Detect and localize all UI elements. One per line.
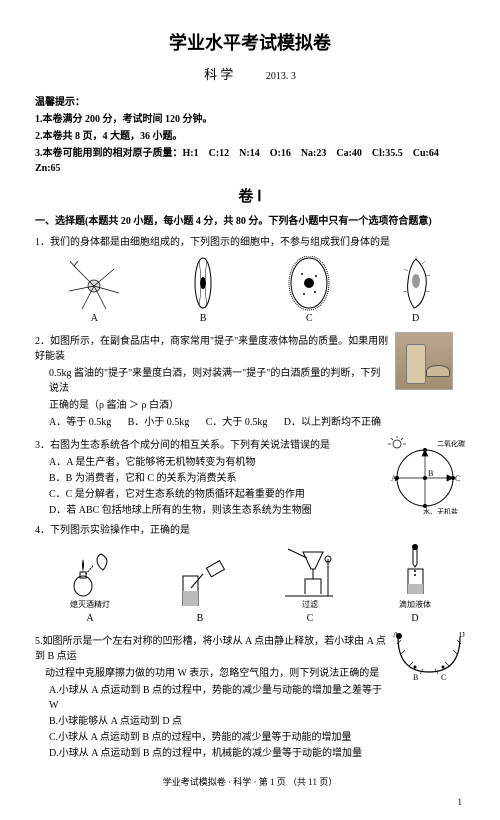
page-number: 1	[458, 796, 463, 810]
q1-label: B	[183, 311, 223, 326]
q4-label: C	[283, 611, 338, 626]
page-title: 学业水平考试模拟卷	[35, 30, 465, 57]
question-3: 3．右图为生态系统各个成分间的相互关系。下列有关说法错误的是 A．A 是生产者，…	[35, 436, 465, 519]
q2-text: 0.5kg 酱油的"提子"来量度白酒，则对装满一"提子"的白酒质量的判断，下列说…	[49, 366, 389, 396]
date: 2013. 3	[266, 71, 296, 82]
option: A．A 是生产者，它能够将无机物转变为有机物	[49, 455, 379, 470]
q4-label: D	[393, 611, 438, 626]
question-4: 4．下列图示实验操作中，正确的是 熄灭酒精灯 A B	[35, 523, 465, 626]
option: C．大于 0.5kg	[206, 415, 268, 430]
filter-icon	[283, 544, 338, 599]
hints-head: 温馨提示：	[35, 95, 465, 110]
egg-cell-icon	[282, 256, 337, 311]
neuron-icon	[64, 261, 124, 311]
q4-caption: 滴加液体	[393, 599, 438, 611]
option: C．C 是分解者，它对生态系统的物质循环起着重要的作用	[49, 487, 379, 502]
dropper-icon	[393, 544, 438, 599]
question-1: 1．我们的身体都是由细胞组成的，下列图示的细胞中，不参与组成我们身体的是 A B	[35, 235, 465, 326]
spindle-cell-icon	[183, 256, 223, 311]
hints-block: 温馨提示： 1.本卷满分 200 分，考试时间 120 分钟。 2.本卷共 8 …	[35, 95, 465, 176]
q1-figures: A B C	[35, 256, 465, 326]
svg-text:二氧化碳: 二氧化碳	[437, 439, 465, 448]
q2-options: A．等于 0.5kg B．小于 0.5kg C．大于 0.5kg D．以上判断均…	[49, 415, 381, 430]
q5-text: 动过程中克服摩擦力做的功用 W 表示，忽略空气阻力，则下列说法正确的是	[45, 666, 387, 681]
option: C.小球从 A 点运动到 B 点的过程中，势能的减少量等于动能的增加量	[49, 730, 387, 745]
q4-text: 4．下列图示实验操作中，正确的是	[35, 523, 465, 538]
svg-text:A: A	[393, 632, 399, 639]
option: A.小球从 A 点运动到 B 点的过程中，势能的减少量与动能的增加量之差等于 W	[49, 683, 387, 713]
question-5: 5.如图所示是一个左右对称的凹形槽，将小球从 A 点由静止释放，若小球由 A 点…	[35, 632, 465, 762]
option: A．等于 0.5kg	[49, 415, 111, 430]
svg-text:B: B	[428, 469, 433, 478]
paramecium-icon	[396, 256, 436, 311]
subtitle: 科 学 2013. 3	[35, 65, 465, 85]
juan-head: 卷 Ⅰ	[35, 186, 465, 209]
hint-line: 1.本卷满分 200 分，考试时间 120 分钟。	[35, 112, 465, 127]
svg-text:D: D	[459, 632, 465, 639]
q5-text: 5.如图所示是一个左右对称的凹形槽，将小球从 A 点由静止释放，若小球由 A 点…	[35, 634, 387, 664]
q1-text: 1．我们的身体都是由细胞组成的，下列图示的细胞中，不参与组成我们身体的是	[35, 235, 465, 250]
option: D．以上判断均不正确	[284, 415, 381, 430]
svg-text:C: C	[455, 474, 460, 483]
q5-options: A.小球从 A 点运动到 B 点的过程中，势能的减少量与动能的增加量之差等于 W…	[49, 683, 387, 761]
svg-text:A: A	[391, 474, 397, 483]
q2-text: 正确的是（ρ 酱油 ＞ ρ 白酒）	[49, 398, 389, 413]
ecosystem-diagram: A B C 二氧化碳 水、无机盐	[385, 436, 465, 514]
q3-options: A．A 是生产者，它能够将无机物转变为有机物 B．B 为消费者，它和 C 的关系…	[49, 455, 379, 518]
q1-label: A	[64, 311, 124, 326]
pour-icon	[173, 556, 228, 611]
q2-text: 2．如图所示，在副食品店中，商家常用"提子"来量度液体物品的质量。如果用刚好能装	[35, 334, 389, 364]
question-2: 2．如图所示，在副食品店中，商家常用"提子"来量度液体物品的质量。如果用刚好能装…	[35, 332, 465, 432]
option: B．小于 0.5kg	[128, 415, 190, 430]
lamp-blow-icon	[63, 544, 118, 599]
tizi-photo	[395, 332, 453, 390]
section-head: 一、选择题(本题共 20 小题，每小题 4 分，共 80 分。下列各小题中只有一…	[35, 214, 465, 229]
option: D.小球从 A 点运动到 B 点的过程中，机械能的减少量等于动能的增加量	[49, 746, 387, 761]
hint-line: 2.本卷共 8 页，4 大题，36 小题。	[35, 129, 465, 144]
footer: 学业考试模拟卷 · 科学 · 第 1 页 （共 11 页）	[35, 776, 465, 790]
q4-figures: 熄灭酒精灯 A B 过滤 C	[35, 544, 465, 626]
option: B.小球能够从 A 点运动到 D 点	[49, 714, 387, 729]
q1-label: C	[282, 311, 337, 326]
svg-text:C: C	[441, 673, 446, 682]
q4-label: B	[173, 611, 228, 626]
svg-text:B: B	[413, 673, 418, 682]
q3-text: 3．右图为生态系统各个成分间的相互关系。下列有关说法错误的是	[35, 438, 379, 453]
option: B．B 为消费者，它和 C 的关系为消费关系	[49, 471, 379, 486]
q4-caption: 过滤	[283, 599, 338, 611]
subject: 科 学	[204, 67, 233, 82]
option: D．若 ABC 包括地球上所有的生物，则该生态系统为生物圈	[49, 503, 379, 518]
curve-track-icon: A B C D	[393, 632, 465, 682]
q1-label: D	[396, 311, 436, 326]
svg-text:水、无机盐: 水、无机盐	[423, 507, 458, 514]
q4-label: A	[63, 611, 118, 626]
q4-caption: 熄灭酒精灯	[63, 599, 118, 611]
hint-line: 3.本卷可能用到的相对原子质量：H:1 C:12 N:14 O:16 Na:23…	[35, 146, 465, 176]
